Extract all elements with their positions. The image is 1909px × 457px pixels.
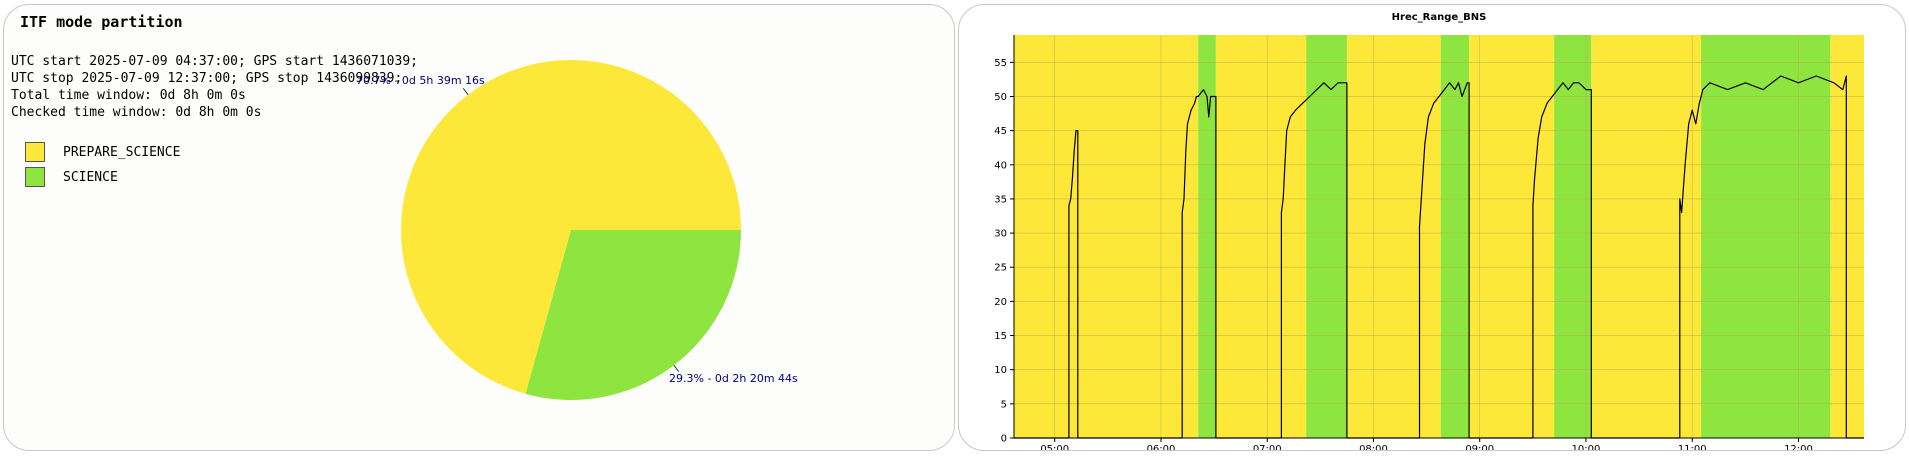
y-tick-label: 35 — [994, 194, 1007, 205]
state-band-prepare-science — [1591, 35, 1702, 438]
state-band-science — [1306, 35, 1347, 438]
range-chart-panel: Hrec_Range_BNS 0 5 10 15 20 25 30 35 40 45 50 55 05:0… — [958, 4, 1906, 451]
x-tick-label: 06:00 — [1147, 444, 1176, 451]
state-band-prepare-science — [1014, 35, 1199, 438]
x-tick-label: 07:00 — [1253, 444, 1282, 451]
y-tick-label: 10 — [994, 365, 1007, 376]
mode-pie-chart: 70.7% - 0d 5h 39m 16s 29.3% - 0d 2h 20m 4… — [356, 59, 798, 400]
x-tick-label: 09:00 — [1465, 444, 1494, 451]
state-band-science — [1554, 35, 1592, 438]
x-tick-label: 12:00 — [1784, 444, 1813, 451]
legend-swatch-prepare-science — [25, 142, 45, 162]
y-tick-label: 5 — [1001, 399, 1007, 410]
legend-label-science: SCIENCE — [63, 170, 118, 185]
legend-label-prepare-science: PREPARE_SCIENCE — [63, 145, 181, 160]
utc-start-line: UTC start 2025-07-09 04:37:00; GPS start… — [11, 54, 418, 69]
y-tick-label: 15 — [994, 331, 1007, 342]
x-tick-label: 08:00 — [1359, 444, 1388, 451]
state-band-science — [1440, 35, 1470, 438]
range-line-chart: Hrec_Range_BNS 0 5 10 15 20 25 30 35 40 45 50 55 05:0… — [994, 12, 1864, 451]
total-time-window-line: Total time window: 0d 8h 0m 0s — [11, 88, 246, 103]
legend-swatch-science — [25, 167, 45, 187]
x-tick-label: 05:00 — [1040, 444, 1069, 451]
y-tick-label: 45 — [994, 126, 1007, 137]
state-band-prepare-science — [1215, 35, 1307, 438]
y-tick-label: 20 — [994, 297, 1007, 308]
y-tick-label: 25 — [994, 263, 1007, 274]
pie-label-science: 29.3% - 0d 2h 20m 44s — [669, 372, 798, 385]
y-tick-label: 40 — [994, 160, 1007, 171]
utc-stop-line: UTC stop 2025-07-09 12:37:00; GPS stop 1… — [11, 71, 403, 86]
x-tick-label: 10:00 — [1572, 444, 1601, 451]
pie-slice-science — [525, 230, 741, 400]
y-tick-label: 50 — [994, 92, 1007, 103]
pie-chart-title: ITF mode partition — [20, 13, 183, 31]
state-band-prepare-science — [1830, 35, 1864, 438]
y-tick-label: 0 — [1001, 434, 1007, 445]
checked-time-window-line: Checked time window: 0d 8h 0m 0s — [11, 105, 262, 120]
state-band-prepare-science — [1469, 35, 1555, 438]
y-tick-label: 30 — [994, 229, 1007, 240]
pie-leader-prepare-science — [462, 88, 469, 96]
state-band-science — [1701, 35, 1831, 438]
state-band-science — [1198, 35, 1216, 438]
state-band-prepare-science — [1346, 35, 1441, 438]
pie-slice-prepare-science — [401, 59, 741, 394]
x-tick-label: 11:00 — [1678, 444, 1707, 451]
pie-label-prepare-science: 70.7% - 0d 5h 39m 16s — [356, 74, 485, 87]
mode-partition-panel: ITF mode partition UTC start 2025-07-09 … — [3, 4, 955, 451]
pie-leader-science — [673, 364, 680, 372]
line-chart-title: Hrec_Range_BNS — [1392, 12, 1487, 23]
range-series-line — [1014, 75, 1864, 439]
y-tick-label: 55 — [994, 58, 1007, 69]
